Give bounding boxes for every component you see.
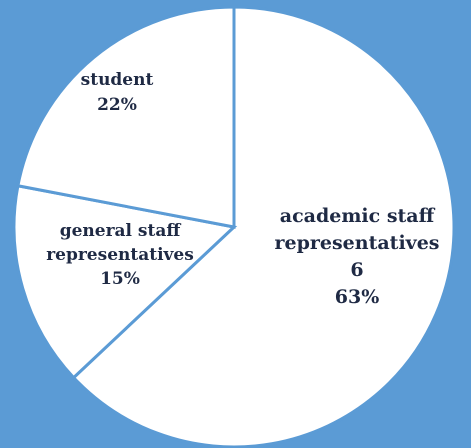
slice-label-general-staff-representatives: general staff representatives 15%	[46, 221, 194, 289]
slice-label-line: 15%	[100, 269, 140, 289]
slice-label-line: 22%	[97, 95, 137, 115]
slice-label-line: 63%	[335, 286, 380, 308]
pie-slices	[12, 5, 456, 448]
slice-label-line: 6	[350, 259, 363, 281]
slice-label-student: student 22%	[81, 70, 154, 115]
slice-label-line: student	[81, 70, 154, 90]
slice-label-line: representatives	[46, 245, 194, 265]
slice-label-line: academic staff	[280, 205, 436, 227]
pie-slice-general-staff-representatives	[12, 184, 238, 380]
slice-label-line: general staff	[60, 221, 182, 241]
slice-label-academic-staff-representatives: academic staff representatives 6 63%	[275, 205, 440, 308]
pie-slice-student	[16, 5, 236, 229]
pie-slice-academic-staff-representatives	[71, 5, 456, 448]
slice-label-line: representatives	[275, 232, 440, 254]
pie-labels: academic staff representatives 6 63% general…	[46, 70, 439, 308]
